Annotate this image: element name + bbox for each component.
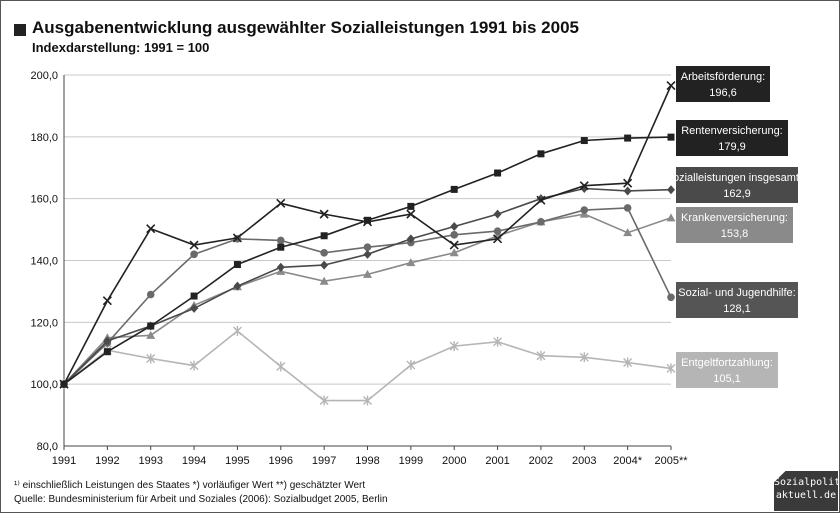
data-point (624, 186, 632, 195)
data-point (668, 134, 675, 141)
series-end-value: 153,8 (721, 228, 749, 240)
series-end-value: 179,9 (718, 141, 746, 153)
series-label-group: Arbeitsförderung: 196,6 Rentenversicherung… (666, 66, 809, 388)
data-point (190, 304, 198, 313)
series-line (64, 331, 671, 401)
series-name: Rentenversicherung: (681, 125, 783, 137)
series-label-5: Entgeltfortzahlung: 105,1 (676, 352, 778, 388)
series-0 (60, 82, 675, 389)
x-tick-label: 1996 (269, 455, 293, 467)
data-point (667, 213, 676, 221)
data-point (667, 293, 675, 301)
data-point (667, 82, 675, 90)
data-point (277, 244, 284, 251)
x-tick-label: 1994 (182, 455, 206, 467)
data-point (104, 348, 111, 355)
series-name: Sozialleistungen insgesamt¹⁾: (666, 172, 809, 184)
data-point (450, 222, 458, 231)
grid-lines (64, 75, 671, 446)
series-line (64, 86, 671, 385)
publisher-logo: Sozialpolitik- aktuell.de (774, 471, 838, 511)
data-point (494, 227, 502, 235)
y-tick-label: 80,0 (37, 441, 58, 453)
x-tick-label: 1992 (95, 455, 119, 467)
data-point (537, 150, 544, 157)
data-point (147, 323, 154, 330)
x-tick-label: 1997 (312, 455, 336, 467)
series-end-value: 128,1 (723, 303, 751, 315)
data-point (494, 210, 502, 219)
data-point (147, 291, 155, 299)
data-point (190, 251, 198, 259)
data-point (581, 137, 588, 144)
data-point (234, 261, 241, 268)
y-tick-label: 140,0 (30, 256, 58, 268)
data-point (451, 186, 458, 193)
series-label-2: Sozialleistungen insgesamt¹⁾: 162,9 (666, 167, 809, 203)
x-tick-label: 1998 (355, 455, 379, 467)
x-tick-label: 1991 (52, 455, 76, 467)
x-tick-label: 1993 (138, 455, 162, 467)
data-point (364, 250, 372, 259)
data-point (233, 326, 241, 336)
data-point (147, 225, 155, 233)
y-tick-label: 160,0 (30, 194, 58, 206)
series-3 (60, 210, 676, 388)
data-point (103, 297, 111, 305)
y-tick-label: 200,0 (30, 70, 58, 82)
series-label-4: Sozial- und Jugendhilfe: 128,1 (676, 282, 798, 318)
y-tick-label: 120,0 (30, 317, 58, 329)
data-point (407, 203, 414, 210)
series-end-value: 196,6 (709, 87, 737, 99)
series-end-value: 162,9 (723, 188, 751, 200)
data-point (624, 135, 631, 142)
x-tick-label: 1995 (225, 455, 249, 467)
series-name: Arbeitsförderung: (681, 71, 765, 83)
data-point (407, 360, 415, 370)
series-name: Entgeltfortzahlung: (681, 357, 773, 369)
series-name: Krankenversicherung: (681, 212, 788, 224)
x-tick-label: 2005** (654, 455, 688, 467)
footnote: ¹⁾ einschließlich Leistungen des Staates… (14, 480, 365, 491)
y-tick-label: 180,0 (30, 132, 58, 144)
series-name: Sozial- und Jugendhilfe: (678, 287, 795, 299)
data-point (450, 231, 458, 239)
data-point (277, 263, 285, 272)
data-point (624, 204, 632, 212)
x-tick-label: 2000 (442, 455, 466, 467)
data-point (321, 232, 328, 239)
data-point (537, 218, 545, 226)
x-tick-label: 2004* (613, 455, 642, 467)
series-label-0: Arbeitsförderung: 196,6 (676, 66, 770, 102)
x-tick-label: 2003 (572, 455, 596, 467)
series-label-3: Krankenversicherung: 153,8 (676, 207, 793, 243)
logo-line-1: Sozialpolitik- (774, 476, 838, 489)
data-point (320, 261, 328, 270)
x-tick-label: 1999 (399, 455, 423, 467)
series-end-value: 105,1 (713, 373, 741, 385)
data-point (277, 237, 285, 245)
x-tick-label: 2002 (529, 455, 553, 467)
data-point (494, 170, 501, 177)
data-point (667, 185, 675, 194)
data-point (320, 249, 328, 257)
source-note: Quelle: Bundesministerium für Arbeit und… (14, 494, 388, 505)
series-label-1: Rentenversicherung: 179,9 (676, 120, 788, 156)
data-point (580, 206, 588, 214)
data-point (277, 362, 285, 372)
series-group (60, 82, 676, 406)
x-tick-label: 2001 (485, 455, 509, 467)
data-point (191, 293, 198, 300)
logo-line-2: aktuell.de (774, 489, 838, 502)
y-tick-label: 100,0 (30, 379, 58, 391)
axes: 80,0 100,0 120,0 140,0 160,0 180,0 200,0 1991 19… (30, 70, 688, 467)
